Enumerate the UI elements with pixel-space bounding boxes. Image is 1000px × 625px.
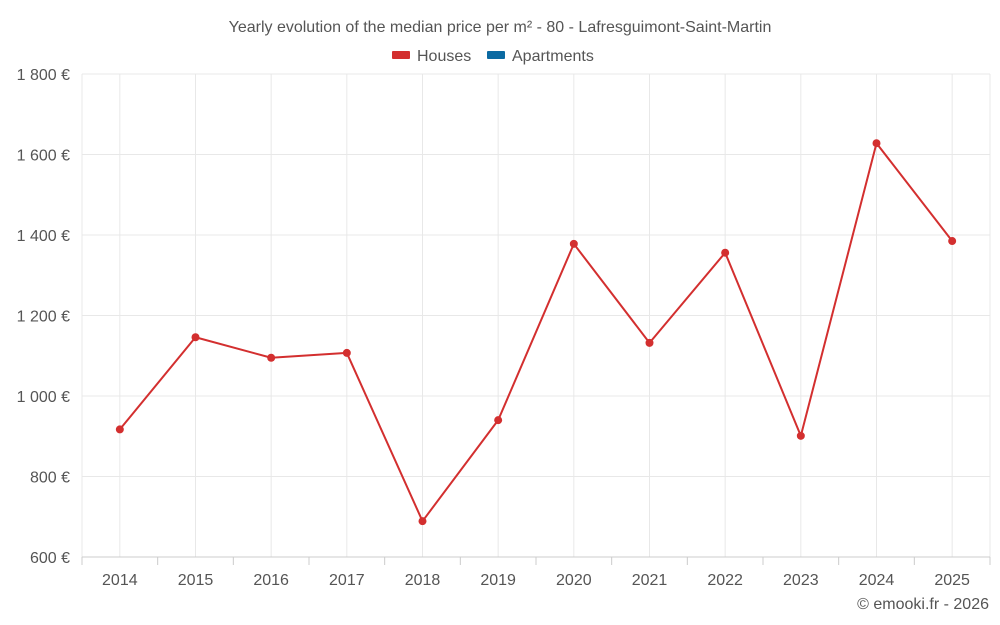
x-tick-label: 2014 bbox=[102, 572, 138, 589]
y-tick-label: 1 600 € bbox=[17, 148, 70, 165]
chart-title: Yearly evolution of the median price per… bbox=[229, 19, 772, 36]
legend-item-apartments[interactable]: Apartments bbox=[487, 48, 594, 65]
x-tick-label: 2021 bbox=[632, 572, 668, 589]
legend-swatch-houses bbox=[392, 51, 410, 59]
y-tick-label: 1 000 € bbox=[17, 389, 70, 406]
credit-text: © emooki.fr - 2026 bbox=[857, 596, 989, 613]
legend-item-houses[interactable]: Houses bbox=[392, 48, 471, 65]
houses-point[interactable] bbox=[418, 517, 427, 526]
legend-label-houses: Houses bbox=[417, 48, 471, 65]
x-tick-label: 2017 bbox=[329, 572, 365, 589]
y-tick-label: 800 € bbox=[30, 470, 70, 487]
legend-swatch-apartments bbox=[487, 51, 505, 59]
houses-point[interactable] bbox=[267, 353, 276, 362]
y-tick-label: 600 € bbox=[30, 550, 70, 567]
legend[interactable]: Houses Apartments bbox=[392, 48, 594, 65]
houses-point[interactable] bbox=[494, 416, 503, 425]
houses-point[interactable] bbox=[721, 248, 730, 257]
x-tick-label: 2019 bbox=[480, 572, 516, 589]
houses-point[interactable] bbox=[342, 348, 351, 357]
x-tick-label: 2015 bbox=[178, 572, 214, 589]
houses-point[interactable] bbox=[796, 431, 805, 440]
y-tick-label: 1 400 € bbox=[17, 228, 70, 245]
x-axis: 2014 2015 2016 2017 2018 2019 2020 2021 2022 2023… bbox=[81, 556, 991, 589]
x-tick-label: 2020 bbox=[556, 572, 592, 589]
series-houses bbox=[115, 139, 957, 526]
legend-label-apartments: Apartments bbox=[512, 48, 594, 65]
houses-point[interactable] bbox=[948, 237, 957, 246]
x-tick-label: 2016 bbox=[253, 572, 289, 589]
houses-point[interactable] bbox=[872, 139, 881, 148]
x-tick-label: 2025 bbox=[934, 572, 970, 589]
y-tick-label: 1 200 € bbox=[17, 309, 70, 326]
y-axis: 600 € 800 € 1 000 € 1 200 € 1 400 € 1 600 € 1 … bbox=[17, 67, 70, 567]
y-tick-label: 1 800 € bbox=[17, 67, 70, 84]
houses-point[interactable] bbox=[569, 239, 578, 248]
x-tick-label: 2022 bbox=[707, 572, 743, 589]
x-tick-label: 2018 bbox=[405, 572, 441, 589]
houses-line bbox=[119, 142, 953, 523]
grid bbox=[81, 73, 991, 558]
x-tick-label: 2024 bbox=[859, 572, 895, 589]
houses-point[interactable] bbox=[191, 333, 200, 342]
houses-point[interactable] bbox=[645, 338, 654, 347]
houses-point[interactable] bbox=[115, 425, 124, 434]
x-tick-label: 2023 bbox=[783, 572, 819, 589]
